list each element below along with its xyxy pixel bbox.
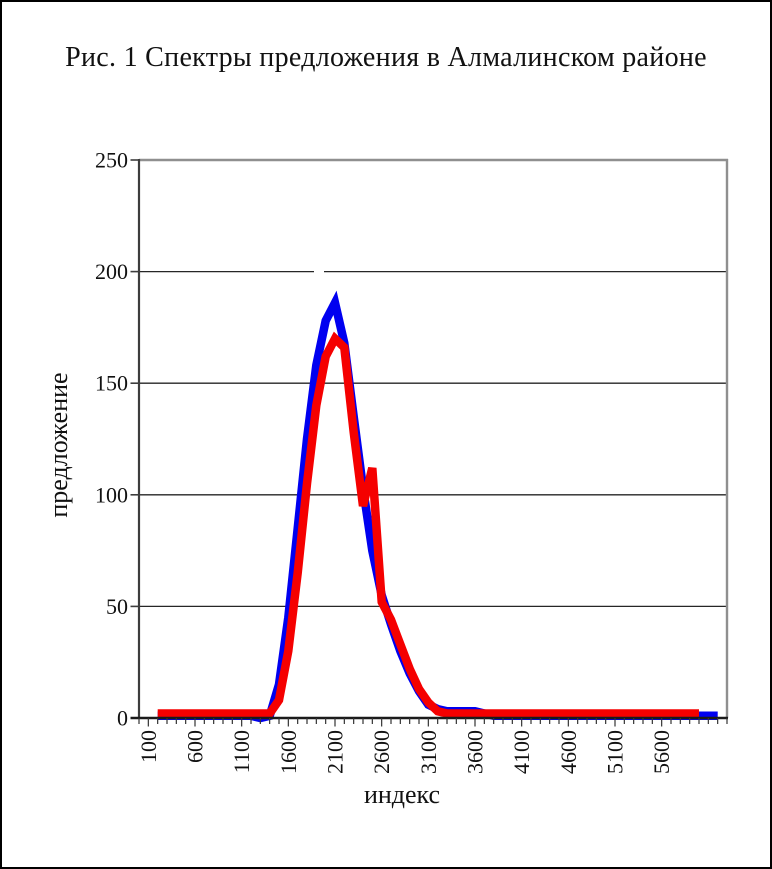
gridline-gap: [314, 268, 324, 275]
y-tick-label: 100: [95, 482, 128, 507]
series-line-red: [157, 331, 699, 718]
series-line-blue: [157, 290, 718, 723]
y-tick-label: 150: [95, 371, 128, 396]
x-tick-label: 5600: [649, 730, 674, 774]
x-tick-label: 3600: [463, 730, 488, 774]
x-tick-label: 2100: [323, 730, 348, 774]
x-tick-label: 600: [183, 730, 208, 763]
x-tick-label: 4100: [509, 730, 534, 774]
chart-title: Рис. 1 Спектры предложения в Алмалинском…: [65, 42, 707, 73]
y-tick-label: 0: [117, 706, 128, 731]
x-tick-label: 1100: [229, 730, 254, 773]
x-tick-label: 2600: [369, 730, 394, 774]
x-tick-label: 4600: [556, 730, 581, 774]
x-tick-label: 5100: [603, 730, 628, 774]
y-tick-label: 200: [95, 259, 128, 284]
x-tick-label: 3100: [416, 730, 441, 774]
x-axis-title: индекс: [363, 780, 441, 809]
y-tick-label: 250: [95, 148, 128, 173]
y-tick-label: 50: [106, 594, 128, 619]
x-tick-label: 100: [136, 730, 161, 763]
x-tick-label: 1600: [276, 730, 301, 774]
